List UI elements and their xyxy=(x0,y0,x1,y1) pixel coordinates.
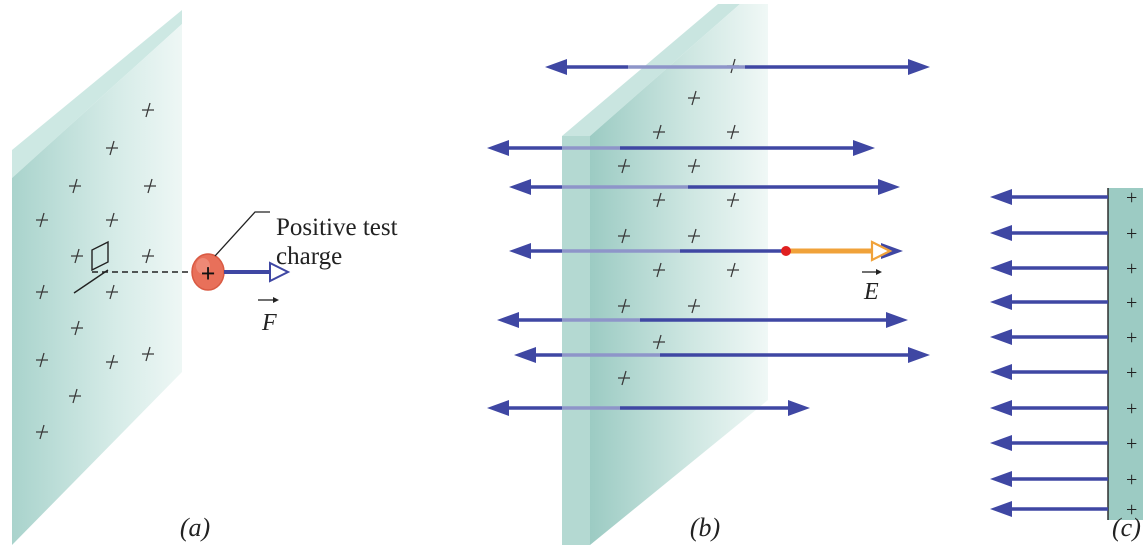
plus-mark xyxy=(106,354,118,370)
field-line xyxy=(509,179,900,195)
panel-b: E (b) xyxy=(487,4,930,545)
field-line xyxy=(487,400,810,416)
field-line xyxy=(990,225,1108,241)
panel-a-label: (a) xyxy=(180,513,210,542)
plus-mark xyxy=(36,424,48,440)
plus-mark xyxy=(36,284,48,300)
plus-mark xyxy=(688,298,700,314)
force-vector-arrow-over-head xyxy=(273,297,279,303)
field-lines-c xyxy=(990,189,1108,517)
plus-mark xyxy=(727,192,739,208)
plus-mark xyxy=(36,352,48,368)
plate-b-charges xyxy=(618,58,739,386)
plus-mark xyxy=(618,298,630,314)
plus-mark xyxy=(106,284,118,300)
field-line xyxy=(990,189,1108,205)
field-line xyxy=(545,59,930,75)
field-line xyxy=(514,347,930,363)
plus-mark xyxy=(727,124,739,140)
panel-c: + + + + + + + + + + (c) xyxy=(990,187,1143,542)
field-line xyxy=(990,471,1108,487)
field-line xyxy=(990,364,1108,380)
plate-c-plus: + xyxy=(1126,327,1137,349)
plus-mark xyxy=(36,212,48,228)
plate-c-charges: + + + + + + + + + + xyxy=(1126,187,1137,521)
plus-mark xyxy=(618,228,630,244)
plate-a-top-edge xyxy=(12,10,182,178)
plate-a-charges xyxy=(36,102,156,440)
field-line xyxy=(990,400,1108,416)
field-line xyxy=(497,312,908,328)
plus-mark xyxy=(69,178,81,194)
plus-mark xyxy=(688,228,700,244)
right-angle-marker xyxy=(91,240,109,272)
test-charge-label-line1: Positive test xyxy=(276,214,398,241)
plate-c-plus: + xyxy=(1126,258,1137,280)
plus-mark xyxy=(69,388,81,404)
plate-a-face xyxy=(12,24,182,545)
plus-mark xyxy=(142,346,154,362)
force-arrow-head xyxy=(269,261,291,283)
plate-c-plus: + xyxy=(1126,292,1137,314)
test-charge-highlight xyxy=(196,258,210,274)
plus-mark xyxy=(688,158,700,174)
test-charge-leader-line xyxy=(214,211,270,257)
normal-foot-line xyxy=(73,269,109,294)
plus-mark xyxy=(142,248,154,264)
plus-mark xyxy=(106,212,118,228)
plate-c-plus: + xyxy=(1126,433,1137,455)
test-charge-plus-symbol: + xyxy=(201,259,216,288)
plus-mark xyxy=(653,262,665,278)
plus-mark xyxy=(727,262,739,278)
plate-c-plus: + xyxy=(1126,223,1137,245)
panel-c-label: (c) xyxy=(1112,513,1141,542)
field-vector-head xyxy=(870,240,893,262)
plate-b-top-edge xyxy=(562,4,740,136)
plus-mark xyxy=(688,90,700,106)
test-charge-label-line2: charge xyxy=(276,243,342,270)
field-symbol: E xyxy=(863,279,879,305)
field-line xyxy=(990,329,1108,345)
plus-mark xyxy=(618,158,630,174)
plus-mark xyxy=(653,124,665,140)
plus-mark xyxy=(618,370,630,386)
plate-b-side-edge xyxy=(562,136,590,545)
field-line xyxy=(990,501,1108,517)
plus-mark xyxy=(71,320,83,336)
field-line xyxy=(487,140,875,156)
field-line xyxy=(990,435,1108,451)
plus-mark xyxy=(144,178,156,194)
plus-mark xyxy=(653,334,665,350)
plus-mark xyxy=(71,248,83,264)
plate-c-plus: + xyxy=(1126,469,1137,491)
plate-b-face xyxy=(590,4,768,545)
field-point-dot xyxy=(781,246,791,256)
plate-c-plus: + xyxy=(1126,362,1137,384)
plate-c-plus: + xyxy=(1126,187,1137,209)
panel-b-label: (b) xyxy=(690,513,720,542)
plate-c xyxy=(1108,188,1143,520)
field-symbol-arrow-over-head xyxy=(876,269,882,275)
panel-a: + Positive test charge F (a) xyxy=(12,10,398,545)
plus-mark xyxy=(142,102,154,118)
plate-c-plus: + xyxy=(1126,398,1137,420)
field-line xyxy=(990,294,1108,310)
plus-mark xyxy=(106,140,118,156)
force-symbol: F xyxy=(261,310,277,336)
plate-c-plus: + xyxy=(1126,499,1137,521)
plus-mark xyxy=(653,192,665,208)
field-line xyxy=(990,260,1108,276)
